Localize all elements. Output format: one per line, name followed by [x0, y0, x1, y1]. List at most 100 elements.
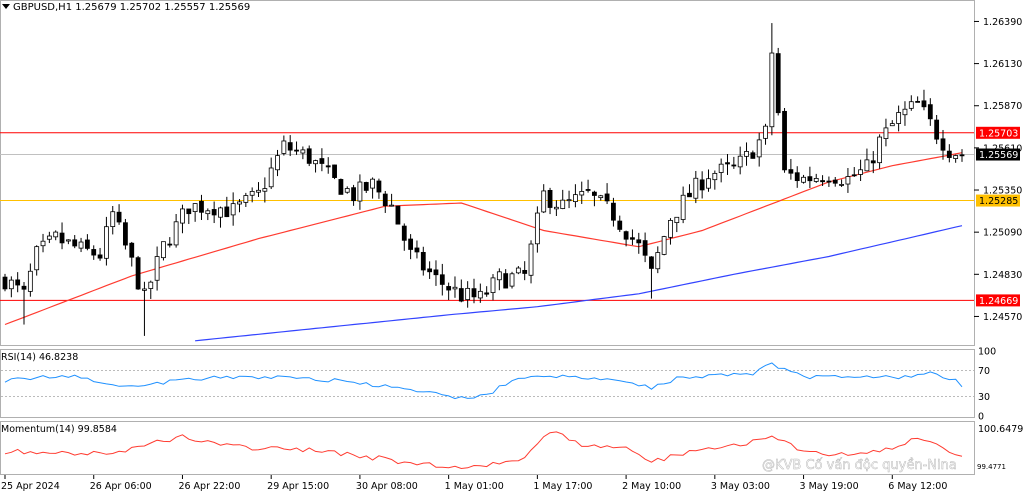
candle — [8, 276, 14, 298]
candle — [649, 256, 654, 299]
candle — [889, 120, 895, 127]
candle-body — [34, 246, 40, 271]
candle — [845, 168, 851, 193]
candle-body — [617, 220, 623, 230]
candle-body — [243, 195, 249, 203]
candle-body — [116, 211, 122, 223]
candle — [414, 240, 420, 259]
candle — [788, 158, 794, 180]
rsi-panel-frame — [0, 349, 975, 418]
candle-body — [889, 123, 895, 127]
candle-body — [313, 160, 318, 165]
candle — [718, 158, 724, 183]
candle-body — [744, 151, 749, 157]
candle — [693, 170, 699, 204]
candle-body — [579, 191, 585, 196]
candle — [820, 175, 825, 187]
candle-body — [946, 150, 952, 158]
rsi-axis-label: 0 — [978, 412, 984, 423]
candle — [699, 171, 705, 199]
candle-body — [706, 178, 711, 189]
candle — [446, 282, 452, 301]
collapse-triangle-icon[interactable] — [2, 4, 10, 9]
candle-body — [218, 207, 223, 218]
price-axis: 1.263901.261301.258701.256101.253501.250… — [974, 17, 1022, 323]
candle-body — [275, 155, 280, 171]
candle-body — [553, 206, 559, 210]
candle-body — [769, 52, 775, 128]
candle — [21, 282, 27, 325]
candle — [864, 148, 870, 172]
candle-body — [389, 204, 395, 207]
candlesticks — [2, 23, 965, 336]
candle-body — [934, 119, 940, 140]
candle-body — [129, 242, 135, 258]
candle — [813, 173, 819, 183]
candle-body — [725, 162, 730, 165]
candle — [78, 237, 84, 253]
candle-body — [832, 179, 838, 184]
candle — [211, 201, 217, 224]
candle — [2, 273, 8, 292]
candle — [154, 246, 160, 291]
candle — [902, 101, 908, 126]
price-tick-label: 1.24570 — [983, 312, 1022, 323]
candle — [579, 181, 585, 204]
candle-body — [649, 256, 654, 269]
candle-body — [230, 203, 236, 216]
time-tick-label: 30 Apr 08:00 — [356, 481, 418, 492]
candle-body — [351, 187, 356, 202]
candle-body — [59, 232, 65, 244]
time-tick-label: 1 May 17:00 — [533, 481, 592, 492]
candle-body — [604, 193, 610, 202]
candle-body — [693, 177, 699, 199]
candle-body — [199, 200, 204, 213]
candle — [883, 118, 889, 147]
candle — [319, 148, 325, 172]
candle — [712, 170, 718, 190]
candle — [439, 263, 445, 296]
candle — [420, 246, 426, 276]
candle-body — [8, 279, 14, 290]
candle — [566, 190, 572, 209]
momentum-panel — [4, 431, 963, 470]
level-badge-label: 1.25285 — [979, 196, 1018, 207]
candle — [161, 241, 166, 261]
candle — [592, 190, 597, 207]
candle-body — [237, 201, 242, 205]
candle — [636, 232, 642, 254]
candle — [503, 269, 509, 289]
candle — [826, 176, 832, 187]
candle — [870, 151, 876, 174]
momentum-line — [4, 431, 963, 470]
candle-body — [959, 154, 965, 157]
candle — [351, 184, 356, 206]
candle-body — [782, 110, 787, 171]
candle-body — [794, 172, 800, 182]
candle-body — [541, 190, 547, 213]
candle — [186, 208, 192, 225]
candle-body — [294, 149, 299, 152]
candle — [832, 176, 838, 187]
candle — [363, 181, 369, 194]
time-tick-label: 3 May 19:00 — [800, 481, 859, 492]
candle-body — [820, 180, 825, 183]
candle-body — [300, 149, 306, 154]
candle-body — [40, 240, 46, 247]
candle-body — [642, 240, 648, 256]
candle-body — [167, 243, 173, 246]
momentum-axis-top: 100.6479 — [978, 424, 1023, 435]
candle — [490, 274, 496, 301]
candle-body — [547, 189, 553, 208]
candle-body — [370, 178, 375, 189]
candle-body — [953, 155, 959, 159]
candle-body — [915, 100, 921, 103]
candle-body — [408, 238, 414, 250]
candle-body — [775, 53, 781, 114]
rsi-axis-label: 100 — [978, 347, 996, 358]
candle — [617, 215, 623, 232]
candle-body — [763, 125, 768, 139]
candle — [782, 107, 787, 173]
candle-body — [142, 288, 147, 291]
